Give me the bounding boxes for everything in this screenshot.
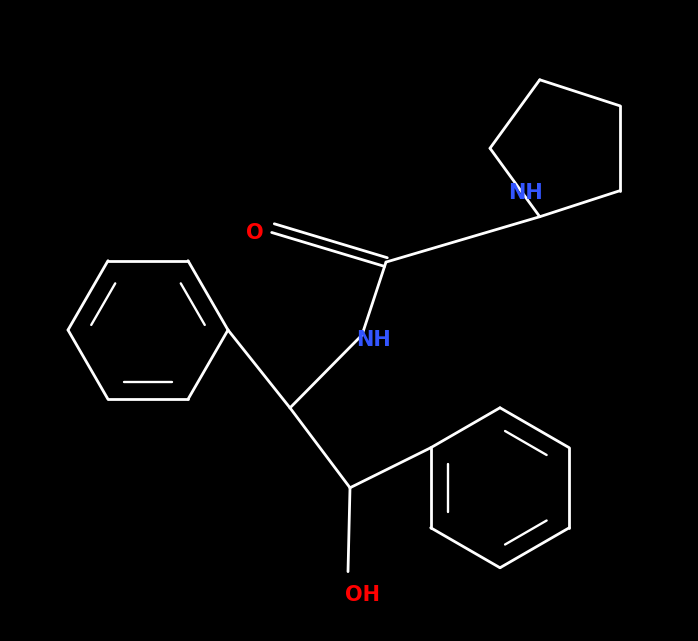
- Text: NH: NH: [509, 183, 543, 203]
- Text: O: O: [246, 223, 264, 243]
- Text: NH: NH: [357, 330, 392, 350]
- Text: OH: OH: [345, 585, 380, 604]
